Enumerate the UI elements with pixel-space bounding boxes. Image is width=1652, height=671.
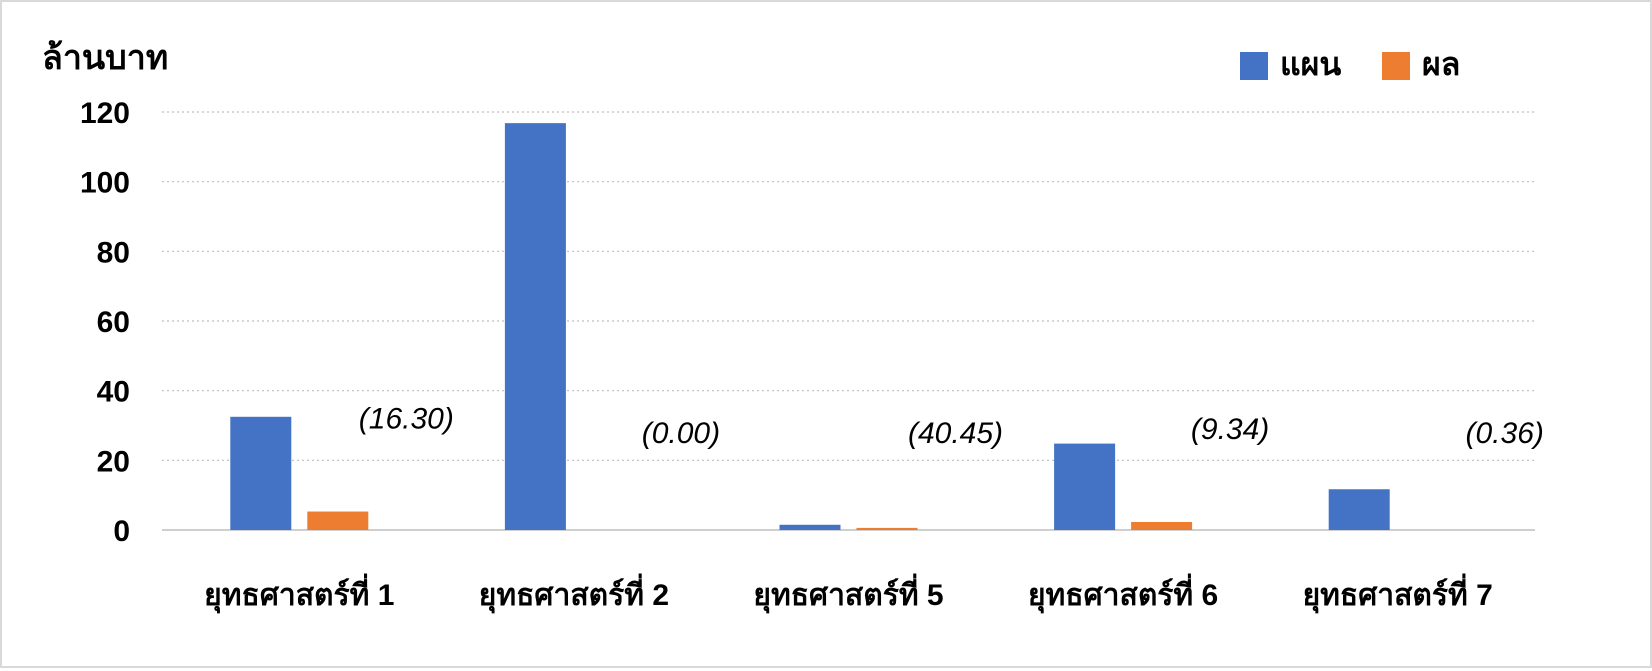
bar-plan-5 [1328, 489, 1390, 530]
y-tick-label: 40 [97, 376, 130, 409]
y-tick-label: 100 [80, 167, 130, 200]
bar-plan-4 [1054, 443, 1116, 530]
legend-label-result: ผล [1422, 46, 1460, 82]
bar-result-3 [856, 527, 918, 530]
bar-plan-2 [504, 123, 566, 530]
data-label-4: (9.34) [1191, 413, 1269, 446]
y-tick-label: 20 [97, 445, 130, 478]
y-tick-label: 80 [97, 236, 130, 269]
bar-result-1 [307, 511, 369, 530]
legend-label-plan: แผน [1280, 46, 1341, 82]
data-label-3: (40.45) [908, 417, 1003, 450]
legend: แผน ผล [1240, 46, 1460, 82]
category-label-1: ยุทธศาสตร์ที่ 1 [204, 573, 394, 614]
legend-swatch-plan [1240, 52, 1268, 80]
data-label-2: (0.00) [642, 417, 720, 450]
y-tick-label: 120 [80, 97, 130, 130]
y-tick-label: 0 [113, 515, 130, 548]
bar-result-4 [1131, 521, 1193, 530]
legend-swatch-result [1382, 52, 1410, 80]
category-label-4: ยุทธศาสตร์ที่ 6 [1028, 573, 1218, 614]
y-axis-ticks: 0 20 40 60 80 100 120 [80, 97, 130, 548]
bar-plan-3 [779, 524, 841, 530]
category-label-2: ยุทธศาสตร์ที่ 2 [479, 573, 669, 614]
category-label-3: ยุทธศาสตร์ที่ 5 [753, 573, 943, 614]
data-label-1: (16.30) [359, 403, 454, 436]
data-labels: (16.30) (0.00) (40.45) (9.34) (0.36) [359, 403, 1544, 450]
bar-plan-1 [230, 416, 292, 530]
bars [230, 123, 1390, 530]
y-axis-title: ล้านบาท [42, 39, 168, 77]
category-label-5: ยุทธศาสตร์ที่ 7 [1303, 573, 1493, 614]
gridlines [162, 111, 1535, 531]
data-label-5: (0.36) [1466, 417, 1544, 450]
y-tick-label: 60 [97, 306, 130, 339]
x-axis-categories: ยุทธศาสตร์ที่ 1 ยุทธศาสตร์ที่ 2 ยุทธศาสตร์… [204, 573, 1493, 614]
